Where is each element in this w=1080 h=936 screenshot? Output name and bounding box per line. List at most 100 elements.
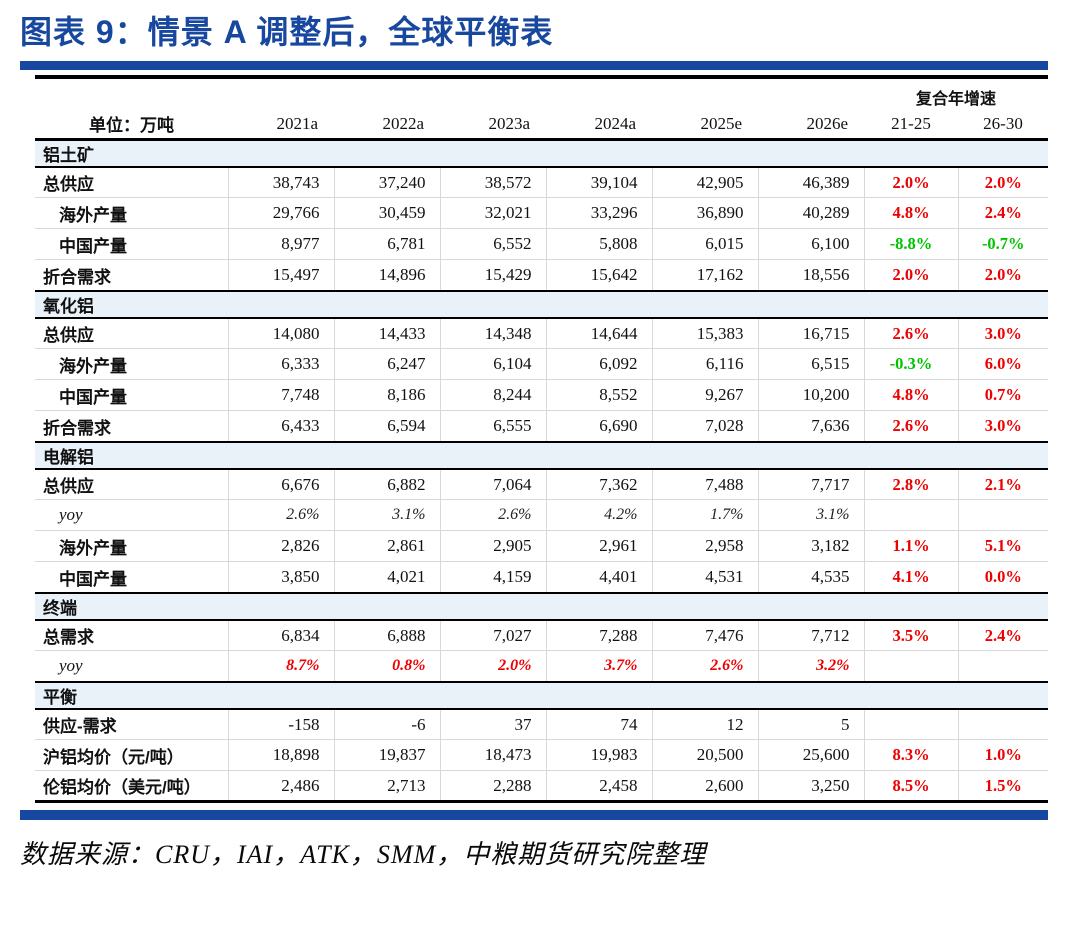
cagr-cell [957, 708, 1049, 741]
cagr-cell: 8.3% [863, 739, 958, 772]
value-cell: 8,977 [227, 228, 334, 261]
value-cell: 7,712 [757, 619, 864, 652]
value-cell: 2.6% [227, 499, 334, 532]
value-cell: 40,289 [757, 197, 864, 230]
value-cell: 30,459 [333, 197, 440, 230]
value-cell: 14,644 [545, 317, 652, 350]
table-row: 海外产量 29,766 30,459 32,021 33,296 36,890 40,289… [35, 197, 1049, 230]
table-row: 伦铝均价（美元/吨） 2,486 2,713 2,288 2,458 2,600 3,250… [35, 770, 1049, 803]
row-label: 沪铝均价（元/吨） [35, 739, 228, 772]
cagr-cell: 1.0% [957, 739, 1049, 772]
value-cell: 39,104 [545, 166, 652, 199]
cagr-cell: 4.1% [863, 561, 958, 594]
value-cell: 4,159 [439, 561, 546, 594]
value-cell: 8,552 [545, 379, 652, 412]
value-cell: 3,182 [757, 530, 864, 563]
value-cell: 4,531 [651, 561, 758, 594]
value-cell: 7,028 [651, 410, 758, 443]
value-cell: 14,896 [333, 259, 440, 292]
section-header-row: 氧化铝 [35, 289, 1049, 319]
cagr-group-header: 复合年增速 [916, 91, 997, 109]
value-cell: 2,486 [227, 770, 334, 803]
table-row: 总需求 6,834 6,888 7,027 7,288 7,476 7,712 3.5% 2.4… [35, 619, 1049, 652]
row-label: 海外产量 [35, 197, 228, 230]
value-cell: 12 [651, 708, 758, 741]
table-row: yoy 2.6% 3.1% 2.6% 4.2% 1.7% 3.1% [35, 499, 1049, 532]
row-label: 折合需求 [35, 410, 228, 443]
value-cell: 7,488 [651, 468, 758, 501]
value-cell: 2,861 [333, 530, 440, 563]
row-label: yoy [35, 650, 228, 683]
row-label: 伦铝均价（美元/吨） [35, 770, 228, 803]
value-cell: 8,186 [333, 379, 440, 412]
cagr-cell: 3.0% [957, 410, 1049, 443]
cagr-cell: -0.7% [957, 228, 1049, 261]
balance-table: 复合年增速 单位：万吨 2021a 2022a 2023a 2024a 2025e 2026e… [35, 79, 1049, 804]
title-underline-bar [20, 61, 1048, 71]
value-cell: 8.7% [227, 650, 334, 683]
value-cell: 6,515 [757, 348, 864, 381]
row-label: 供应-需求 [35, 708, 228, 741]
value-cell: 1.7% [651, 499, 758, 532]
value-cell: 3.1% [333, 499, 440, 532]
value-cell: 6,116 [651, 348, 758, 381]
value-cell: 6,888 [333, 619, 440, 652]
value-cell: 6,781 [333, 228, 440, 261]
cagr-cell: 2.0% [957, 259, 1049, 292]
unit-header: 单位：万吨 [35, 109, 228, 141]
cagr-cell: 6.0% [957, 348, 1049, 381]
value-cell: 2,958 [651, 530, 758, 563]
value-cell: 18,556 [757, 259, 864, 292]
value-cell: 6,092 [545, 348, 652, 381]
section-title: 氧化铝 [35, 289, 1049, 319]
value-cell: 25,600 [757, 739, 864, 772]
value-cell: 16,715 [757, 317, 864, 350]
value-cell: -6 [333, 708, 440, 741]
value-cell: 46,389 [757, 166, 864, 199]
cagr-cell [863, 650, 958, 683]
cagr-cell: 0.7% [957, 379, 1049, 412]
value-cell: 4,401 [545, 561, 652, 594]
table-row: 中国产量 3,850 4,021 4,159 4,401 4,531 4,535 4.1% 0.… [35, 561, 1049, 594]
table-row: 总供应 14,080 14,433 14,348 14,644 15,383 16,715 2… [35, 317, 1049, 350]
section-header-row: 电解铝 [35, 440, 1049, 470]
value-cell: 7,636 [757, 410, 864, 443]
table-row: 供应-需求 -158 -6 37 74 12 5 [35, 708, 1049, 741]
row-label: 总供应 [35, 166, 228, 199]
cagr-cell: -8.8% [863, 228, 958, 261]
cagr-cell: 2.0% [957, 166, 1049, 199]
value-cell: 2.6% [651, 650, 758, 683]
value-cell: 7,362 [545, 468, 652, 501]
value-cell: 6,690 [545, 410, 652, 443]
value-cell: 15,429 [439, 259, 546, 292]
value-cell: 20,500 [651, 739, 758, 772]
value-cell: 7,027 [439, 619, 546, 652]
cagr-cell: 5.1% [957, 530, 1049, 563]
value-cell: 6,834 [227, 619, 334, 652]
cagr-cell: 2.4% [957, 197, 1049, 230]
value-cell: 5,808 [545, 228, 652, 261]
value-cell: 37 [439, 708, 546, 741]
column-header-row: 单位：万吨 2021a 2022a 2023a 2024a 2025e 2026e 21-25… [35, 109, 1049, 141]
value-cell: 15,383 [651, 317, 758, 350]
year-column-header-5: 2026e [758, 109, 864, 141]
value-cell: 2,905 [439, 530, 546, 563]
table-row: 折合需求 15,497 14,896 15,429 15,642 17,162 18,556… [35, 259, 1049, 292]
value-cell: 14,080 [227, 317, 334, 350]
value-cell: 74 [545, 708, 652, 741]
table-bottom-bar [20, 810, 1048, 821]
value-cell: -158 [227, 708, 334, 741]
cagr-cell: 1.5% [957, 770, 1049, 803]
cagr-group-row: 复合年增速 [35, 79, 1048, 109]
value-cell: 6,433 [227, 410, 334, 443]
value-cell: 6,104 [439, 348, 546, 381]
value-cell: 6,100 [757, 228, 864, 261]
value-cell: 3,850 [227, 561, 334, 594]
value-cell: 0.8% [333, 650, 440, 683]
table-row: 折合需求 6,433 6,594 6,555 6,690 7,028 7,636 2.6% 3.… [35, 410, 1049, 443]
value-cell: 6,247 [333, 348, 440, 381]
section-header-row: 平衡 [35, 680, 1049, 710]
row-label: 总需求 [35, 619, 228, 652]
value-cell: 6,552 [439, 228, 546, 261]
cagr-cell: 0.0% [957, 561, 1049, 594]
